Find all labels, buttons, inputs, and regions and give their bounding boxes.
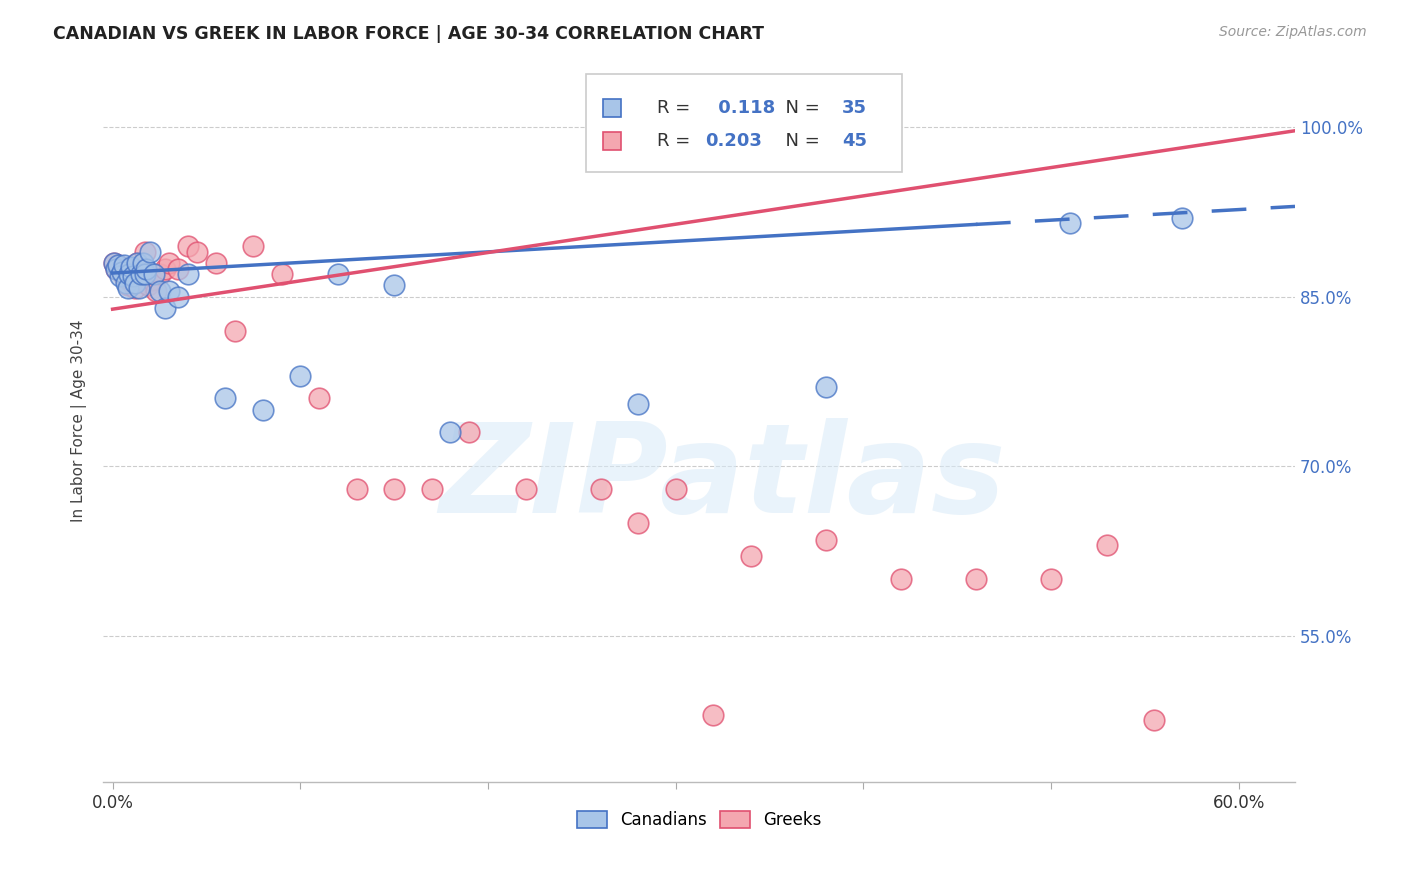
Point bbox=[125, 256, 148, 270]
Point bbox=[129, 267, 152, 281]
Point bbox=[382, 482, 405, 496]
Point bbox=[890, 572, 912, 586]
Point bbox=[814, 533, 837, 547]
Point bbox=[270, 267, 292, 281]
Text: R =: R = bbox=[658, 99, 696, 117]
Point bbox=[142, 267, 165, 281]
Point bbox=[112, 258, 135, 272]
Point bbox=[627, 397, 650, 411]
Point bbox=[111, 265, 134, 279]
Point bbox=[186, 244, 208, 259]
Point bbox=[224, 324, 246, 338]
Point bbox=[214, 392, 236, 406]
Text: N =: N = bbox=[775, 99, 825, 117]
Point bbox=[665, 482, 688, 496]
Point bbox=[157, 256, 180, 270]
Point bbox=[120, 260, 142, 275]
Point bbox=[290, 368, 312, 383]
Point bbox=[176, 267, 198, 281]
Point bbox=[242, 239, 264, 253]
Point bbox=[141, 273, 163, 287]
Point bbox=[103, 256, 125, 270]
Point bbox=[112, 269, 135, 284]
Point bbox=[176, 239, 198, 253]
Point bbox=[148, 267, 170, 281]
Point bbox=[814, 380, 837, 394]
Point bbox=[515, 482, 537, 496]
Y-axis label: In Labor Force | Age 30-34: In Labor Force | Age 30-34 bbox=[72, 319, 87, 522]
Point bbox=[105, 261, 128, 276]
Text: ZIPatlas: ZIPatlas bbox=[440, 418, 1007, 540]
Point bbox=[382, 278, 405, 293]
Point bbox=[118, 273, 141, 287]
Point bbox=[108, 261, 131, 276]
Point bbox=[108, 269, 131, 284]
Point bbox=[135, 261, 157, 276]
Point bbox=[134, 244, 156, 259]
Point bbox=[122, 269, 145, 284]
Point bbox=[114, 276, 136, 290]
Point bbox=[145, 284, 167, 298]
Text: R =: R = bbox=[658, 132, 696, 150]
Point bbox=[420, 482, 443, 496]
Point bbox=[153, 301, 176, 315]
Point bbox=[114, 261, 136, 276]
Point bbox=[252, 402, 274, 417]
Point bbox=[107, 258, 129, 272]
Text: Source: ZipAtlas.com: Source: ZipAtlas.com bbox=[1219, 25, 1367, 39]
Point bbox=[111, 265, 134, 279]
Point bbox=[105, 261, 128, 276]
Point bbox=[1143, 713, 1166, 727]
Point bbox=[129, 267, 152, 281]
Legend: Canadians, Greeks: Canadians, Greeks bbox=[569, 804, 828, 836]
Point bbox=[136, 278, 159, 293]
Point bbox=[167, 261, 190, 276]
Point bbox=[965, 572, 987, 586]
Point bbox=[107, 258, 129, 272]
Point bbox=[125, 256, 148, 270]
FancyBboxPatch shape bbox=[586, 74, 901, 171]
Point bbox=[120, 267, 142, 281]
Point bbox=[134, 267, 156, 281]
Point bbox=[167, 290, 190, 304]
Point bbox=[131, 256, 153, 270]
Point bbox=[128, 281, 150, 295]
Point bbox=[627, 516, 650, 530]
Point bbox=[117, 281, 139, 295]
Point bbox=[1059, 216, 1081, 230]
Point bbox=[740, 549, 762, 564]
Point bbox=[118, 267, 141, 281]
Point bbox=[589, 482, 612, 496]
Text: N =: N = bbox=[775, 132, 825, 150]
Point bbox=[308, 392, 330, 406]
Text: CANADIAN VS GREEK IN LABOR FORCE | AGE 30-34 CORRELATION CHART: CANADIAN VS GREEK IN LABOR FORCE | AGE 3… bbox=[53, 25, 765, 43]
Text: 0.203: 0.203 bbox=[704, 132, 762, 150]
Point bbox=[103, 256, 125, 270]
Text: 45: 45 bbox=[842, 132, 868, 150]
Point bbox=[122, 276, 145, 290]
Point bbox=[702, 707, 724, 722]
Point bbox=[148, 284, 170, 298]
Point bbox=[124, 276, 146, 290]
Text: 0.118: 0.118 bbox=[713, 99, 776, 117]
Point bbox=[139, 244, 162, 259]
Point bbox=[326, 267, 349, 281]
Point bbox=[1097, 538, 1119, 552]
Text: 35: 35 bbox=[842, 99, 868, 117]
Point bbox=[124, 281, 146, 295]
Point bbox=[439, 425, 461, 440]
Point bbox=[1040, 572, 1063, 586]
Point bbox=[205, 256, 228, 270]
Point bbox=[157, 284, 180, 298]
Point bbox=[458, 425, 481, 440]
Point bbox=[346, 482, 368, 496]
Point bbox=[1171, 211, 1194, 225]
Point bbox=[153, 261, 176, 276]
Point bbox=[117, 278, 139, 293]
